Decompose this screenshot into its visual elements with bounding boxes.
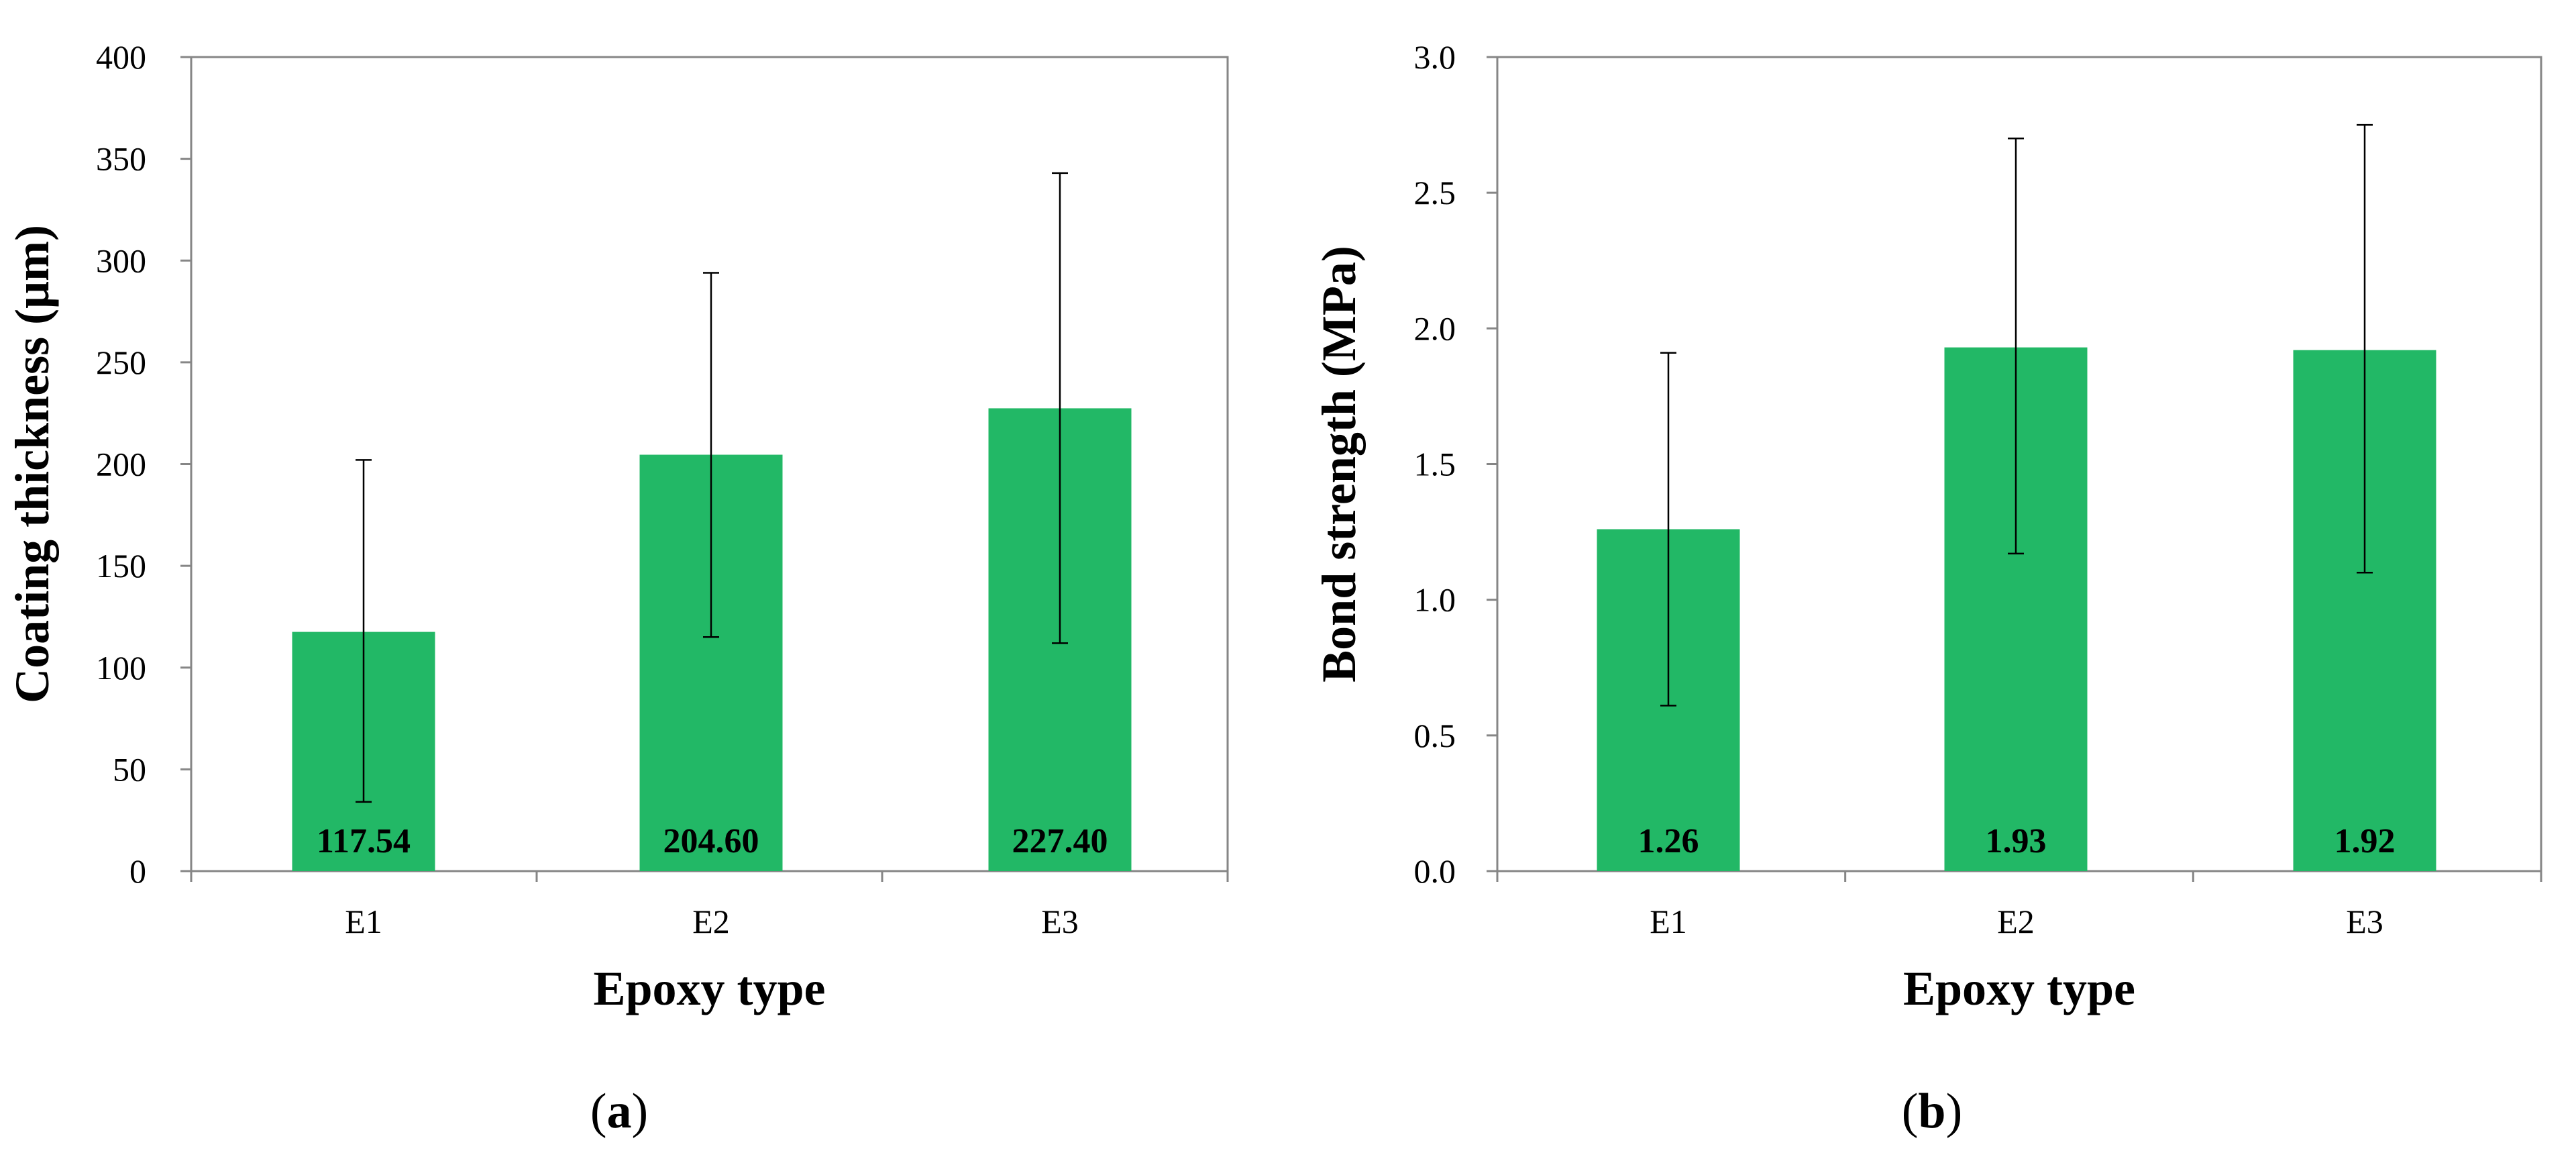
data-label-e3: 1.92: [2334, 822, 2396, 860]
x-category-label: E3: [2346, 903, 2383, 940]
y-axis-title: Coating thickness (μm): [5, 225, 59, 703]
y-tick-label: 0: [129, 852, 146, 890]
data-label-e2: 204.60: [663, 822, 759, 860]
y-tick-label: 150: [96, 547, 146, 585]
y-tick-label: 0.5: [1414, 717, 1456, 754]
data-label-e3: 227.40: [1012, 822, 1108, 860]
y-tick-label: 200: [96, 446, 146, 483]
y-tick-label: 100: [96, 649, 146, 687]
x-axis-title: Epoxy type: [1903, 962, 2135, 1015]
y-tick-label: 3.0: [1414, 38, 1456, 76]
y-tick-label: 1.0: [1414, 581, 1456, 619]
y-tick-label: 2.0: [1414, 309, 1456, 347]
chart-panel-a: 0 50 100 150 200 250 300 350 400 117.54 E1 204.60 E2…: [5, 38, 1229, 1139]
y-tick-label: 0.0: [1414, 852, 1456, 890]
x-category-label: E2: [692, 903, 730, 940]
panel-label: (b): [1902, 1084, 1962, 1139]
x-category-label: E1: [1650, 903, 1687, 940]
y-tick-label: 350: [96, 140, 146, 178]
data-label-e1: 117.54: [317, 822, 411, 860]
y-tick-label: 2.5: [1414, 174, 1456, 211]
y-tick-label: 1.5: [1414, 446, 1456, 483]
y-axis-title: Bond strength (MPa): [1312, 246, 1366, 683]
data-label-e2: 1.93: [1986, 822, 2047, 860]
y-tick-label: 400: [96, 38, 146, 76]
x-category-label: E3: [1041, 903, 1079, 940]
data-label-e1: 1.26: [1638, 822, 1699, 860]
x-category-label: E1: [345, 903, 382, 940]
panel-label: (a): [590, 1084, 648, 1139]
x-axis-title: Epoxy type: [593, 962, 825, 1015]
chart-panel-b: 0.0 0.5 1.0 1.5 2.0 2.5 3.0 1.26 E1 1.93 E2 1.92 E3 E…: [1312, 38, 2542, 1139]
y-tick-label: 300: [96, 242, 146, 279]
y-tick-label: 50: [113, 750, 146, 788]
y-tick-label: 250: [96, 344, 146, 381]
x-category-label: E2: [1997, 903, 2035, 940]
